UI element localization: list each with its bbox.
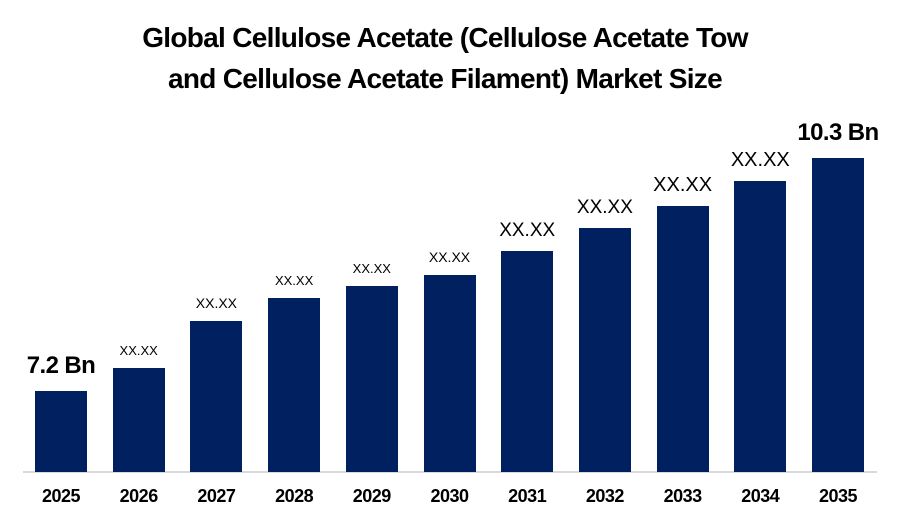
bar-value-label-2030: XX.XX: [428, 249, 471, 265]
bar-value-label-2027: XX.XX: [195, 295, 238, 311]
bar-2027: [190, 321, 243, 472]
bar-value-label-2026: XX.XX: [119, 343, 158, 358]
bar-2029: [345, 286, 398, 472]
x-axis-label-2028: 2028: [275, 486, 314, 506]
bar-value-label-2031: XX.XX: [499, 220, 556, 241]
x-axis-label-2029: 2029: [352, 486, 392, 506]
x-axis-label-2032: 2032: [585, 486, 625, 506]
x-axis-label-2031: 2031: [508, 486, 547, 506]
bar-2030: [423, 275, 476, 472]
x-axis-label-2026: 2026: [119, 486, 159, 506]
x-axis-label-2035: 2035: [818, 486, 858, 506]
bar-value-label-2035: 10.3 Bn: [797, 119, 879, 146]
bar-value-label-2029: XX.XX: [352, 261, 391, 276]
bar-2028: [268, 298, 321, 472]
x-axis-label-2030: 2030: [430, 486, 469, 506]
x-axis-label-2033: 2033: [663, 486, 703, 506]
bar-2025: [35, 391, 87, 472]
bar-2035: [812, 158, 864, 472]
chart-title-line1: Global Cellulose Acetate (Cellulose Acet…: [142, 22, 748, 53]
x-axis-label-2027: 2027: [197, 486, 236, 506]
bar-2033: [656, 206, 709, 472]
x-axis-line: [23, 471, 877, 473]
bar-value-label-2032: XX.XX: [576, 197, 633, 218]
bar-2032: [578, 228, 631, 472]
chart-title-line2: and Cellulose Acetate Filament) Market S…: [168, 63, 723, 94]
bar-2034: [734, 181, 787, 472]
bar-value-label-2025: 7.2 Bn: [26, 352, 96, 379]
bar-2026: [112, 368, 165, 472]
x-axis-label-2034: 2034: [741, 486, 780, 506]
bar-value-label-2028: XX.XX: [274, 273, 314, 288]
bar-value-label-2034: XX.XX: [730, 149, 790, 171]
bar-value-label-2033: XX.XX: [653, 174, 713, 196]
bar-2031: [501, 251, 554, 472]
x-axis-label-2025: 2025: [41, 486, 81, 506]
chart-title: Global Cellulose Acetate (Cellulose Acet…: [0, 17, 890, 99]
